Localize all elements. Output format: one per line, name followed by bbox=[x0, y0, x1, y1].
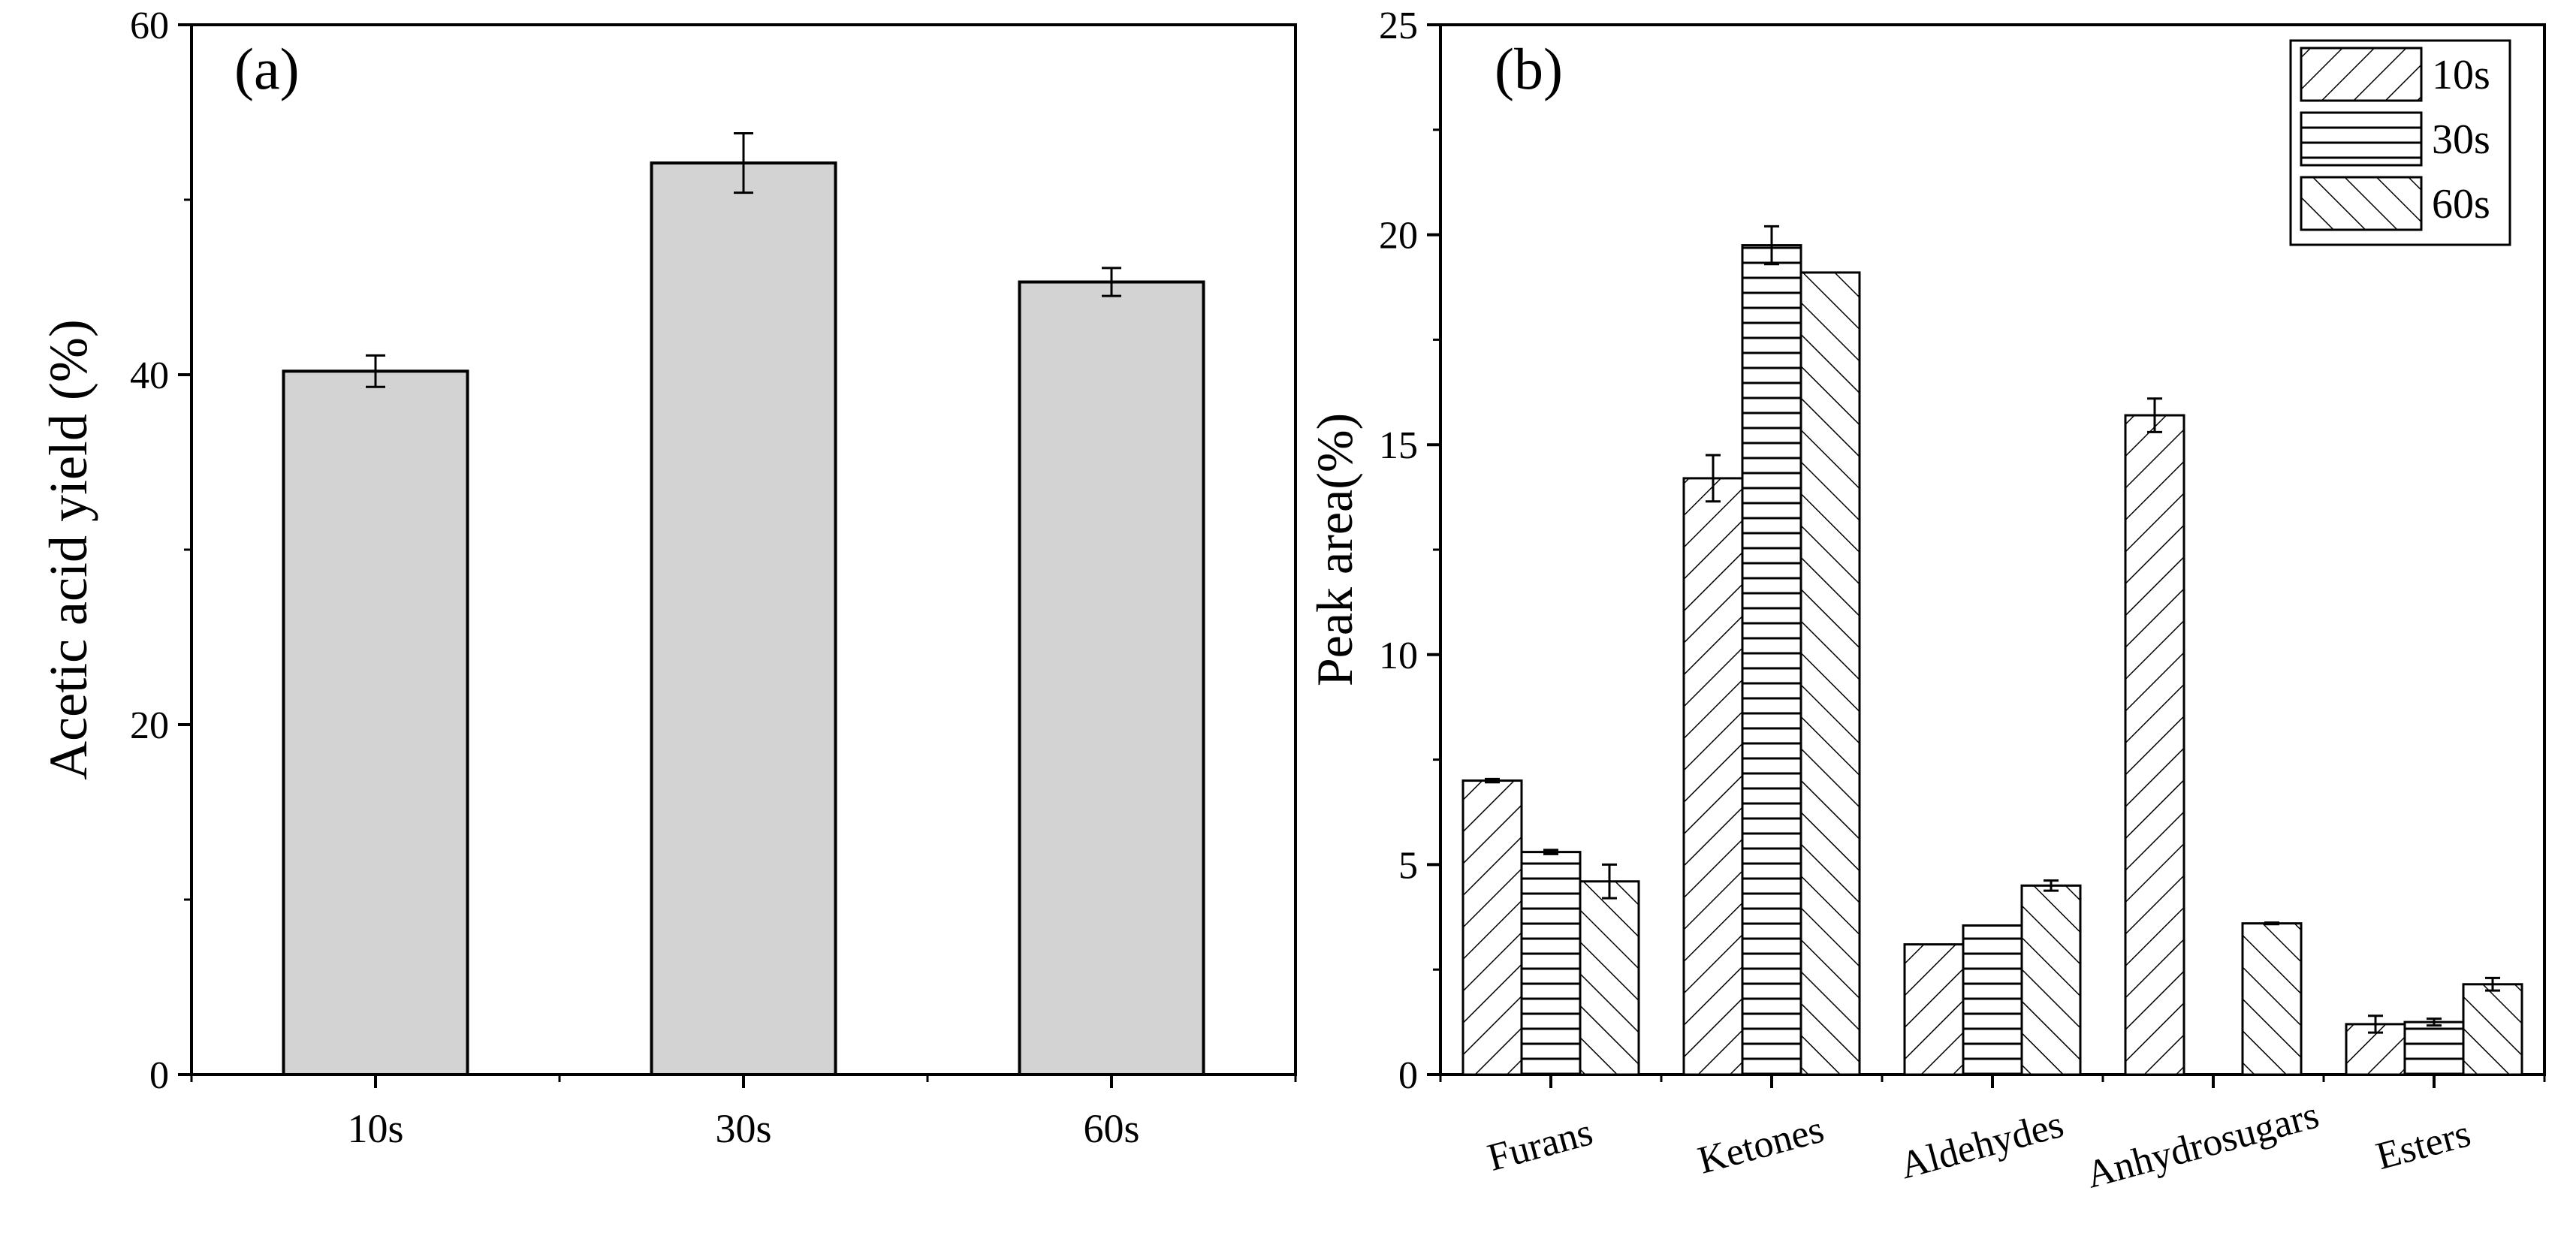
panel-b-label: (b) bbox=[1495, 36, 1563, 101]
legend-label-60s: 60s bbox=[2432, 181, 2490, 228]
panel-a-bars bbox=[282, 131, 1205, 1077]
bar-60s bbox=[1018, 280, 1205, 1076]
panel-b-y-axis-title: Peak area(%) bbox=[1306, 413, 1363, 686]
y-tick-label: 0 bbox=[1398, 1054, 1418, 1097]
bar-30s bbox=[650, 161, 837, 1077]
bar-ketones-60s bbox=[1799, 271, 1861, 1076]
bar-furans-10s bbox=[1461, 779, 1523, 1076]
x-tick-label-anhydrosugars: Anhydrosugars bbox=[2082, 1093, 2324, 1196]
panel-b-x-axis: Furans Ketones Aldehydes Anhydrosugars Ester… bbox=[1439, 1075, 2546, 1197]
bar-furans-30s bbox=[1520, 851, 1582, 1076]
y-tick-label: 25 bbox=[1379, 5, 1418, 47]
legend-label-30s: 30s bbox=[2432, 116, 2490, 163]
legend-label-10s: 10s bbox=[2432, 52, 2490, 98]
bar-aldehydes-30s bbox=[1962, 924, 2023, 1076]
legend-swatch-60s bbox=[2300, 176, 2423, 231]
y-tick-label: 10 bbox=[1379, 635, 1418, 677]
x-tick-label-30s: 30s bbox=[715, 1106, 771, 1151]
panel-a-y-axis-title: Acetic acid yield (%) bbox=[38, 319, 98, 780]
bar-ketones-30s bbox=[1741, 244, 1802, 1076]
bar-10s bbox=[282, 369, 469, 1076]
bar-esters-60s bbox=[2462, 983, 2523, 1076]
y-tick-label: 5 bbox=[1398, 844, 1418, 887]
panel-b-y-axis: 0 5 10 15 20 25 bbox=[1379, 5, 1440, 1097]
y-tick-label: 20 bbox=[1379, 215, 1418, 258]
x-tick-label-furans: Furans bbox=[1483, 1111, 1597, 1180]
bar-ketones-10s bbox=[1682, 477, 1744, 1076]
y-tick-label: 15 bbox=[1379, 424, 1418, 467]
bar-anhydrosugars-60s bbox=[2241, 922, 2303, 1076]
bar-esters-30s bbox=[2403, 1020, 2465, 1076]
bar-anhydrosugars-10s bbox=[2124, 414, 2185, 1076]
x-tick-label-10s: 10s bbox=[347, 1106, 403, 1151]
x-tick-label-60s: 60s bbox=[1083, 1106, 1139, 1151]
panel-b-legend: 10s 30s 60s bbox=[2289, 39, 2511, 246]
bar-aldehydes-10s bbox=[1903, 943, 1965, 1076]
x-tick-label-aldehydes: Aldehydes bbox=[1896, 1103, 2068, 1188]
panel-b-bars bbox=[1461, 225, 2523, 1076]
panel-a-y-axis: 0 20 40 60 bbox=[130, 5, 192, 1097]
x-tick-label-esters: Esters bbox=[2372, 1112, 2475, 1178]
panel-b-bar-chart: (b) Peak area(%) 0 5 10 15 20 25 Furans Ketone… bbox=[1306, 5, 2546, 1197]
panel-a-x-axis: 10s 30s 60s bbox=[190, 1075, 1297, 1151]
bar-furans-60s bbox=[1579, 880, 1640, 1076]
x-tick-label-ketones: Ketones bbox=[1694, 1108, 1828, 1182]
y-tick-label: 60 bbox=[130, 5, 169, 47]
y-tick-label: 0 bbox=[149, 1054, 169, 1097]
legend-swatch-10s bbox=[2300, 47, 2423, 102]
panel-a-bar-chart: (a) Acetic acid yield (%) 0 20 40 60 10s 30s… bbox=[38, 5, 1297, 1151]
panel-a-label: (a) bbox=[234, 36, 300, 101]
y-tick-label: 40 bbox=[130, 354, 169, 397]
legend-swatch-30s bbox=[2300, 111, 2423, 167]
y-tick-label: 20 bbox=[130, 704, 169, 747]
bar-aldehydes-60s bbox=[2020, 884, 2082, 1076]
